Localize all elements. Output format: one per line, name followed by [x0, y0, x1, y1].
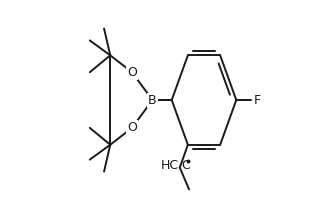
- Text: HC: HC: [161, 159, 179, 172]
- Text: O: O: [127, 66, 137, 79]
- Text: F: F: [254, 93, 261, 106]
- Text: B: B: [148, 93, 157, 106]
- Text: C: C: [181, 159, 190, 172]
- Text: O: O: [127, 121, 137, 134]
